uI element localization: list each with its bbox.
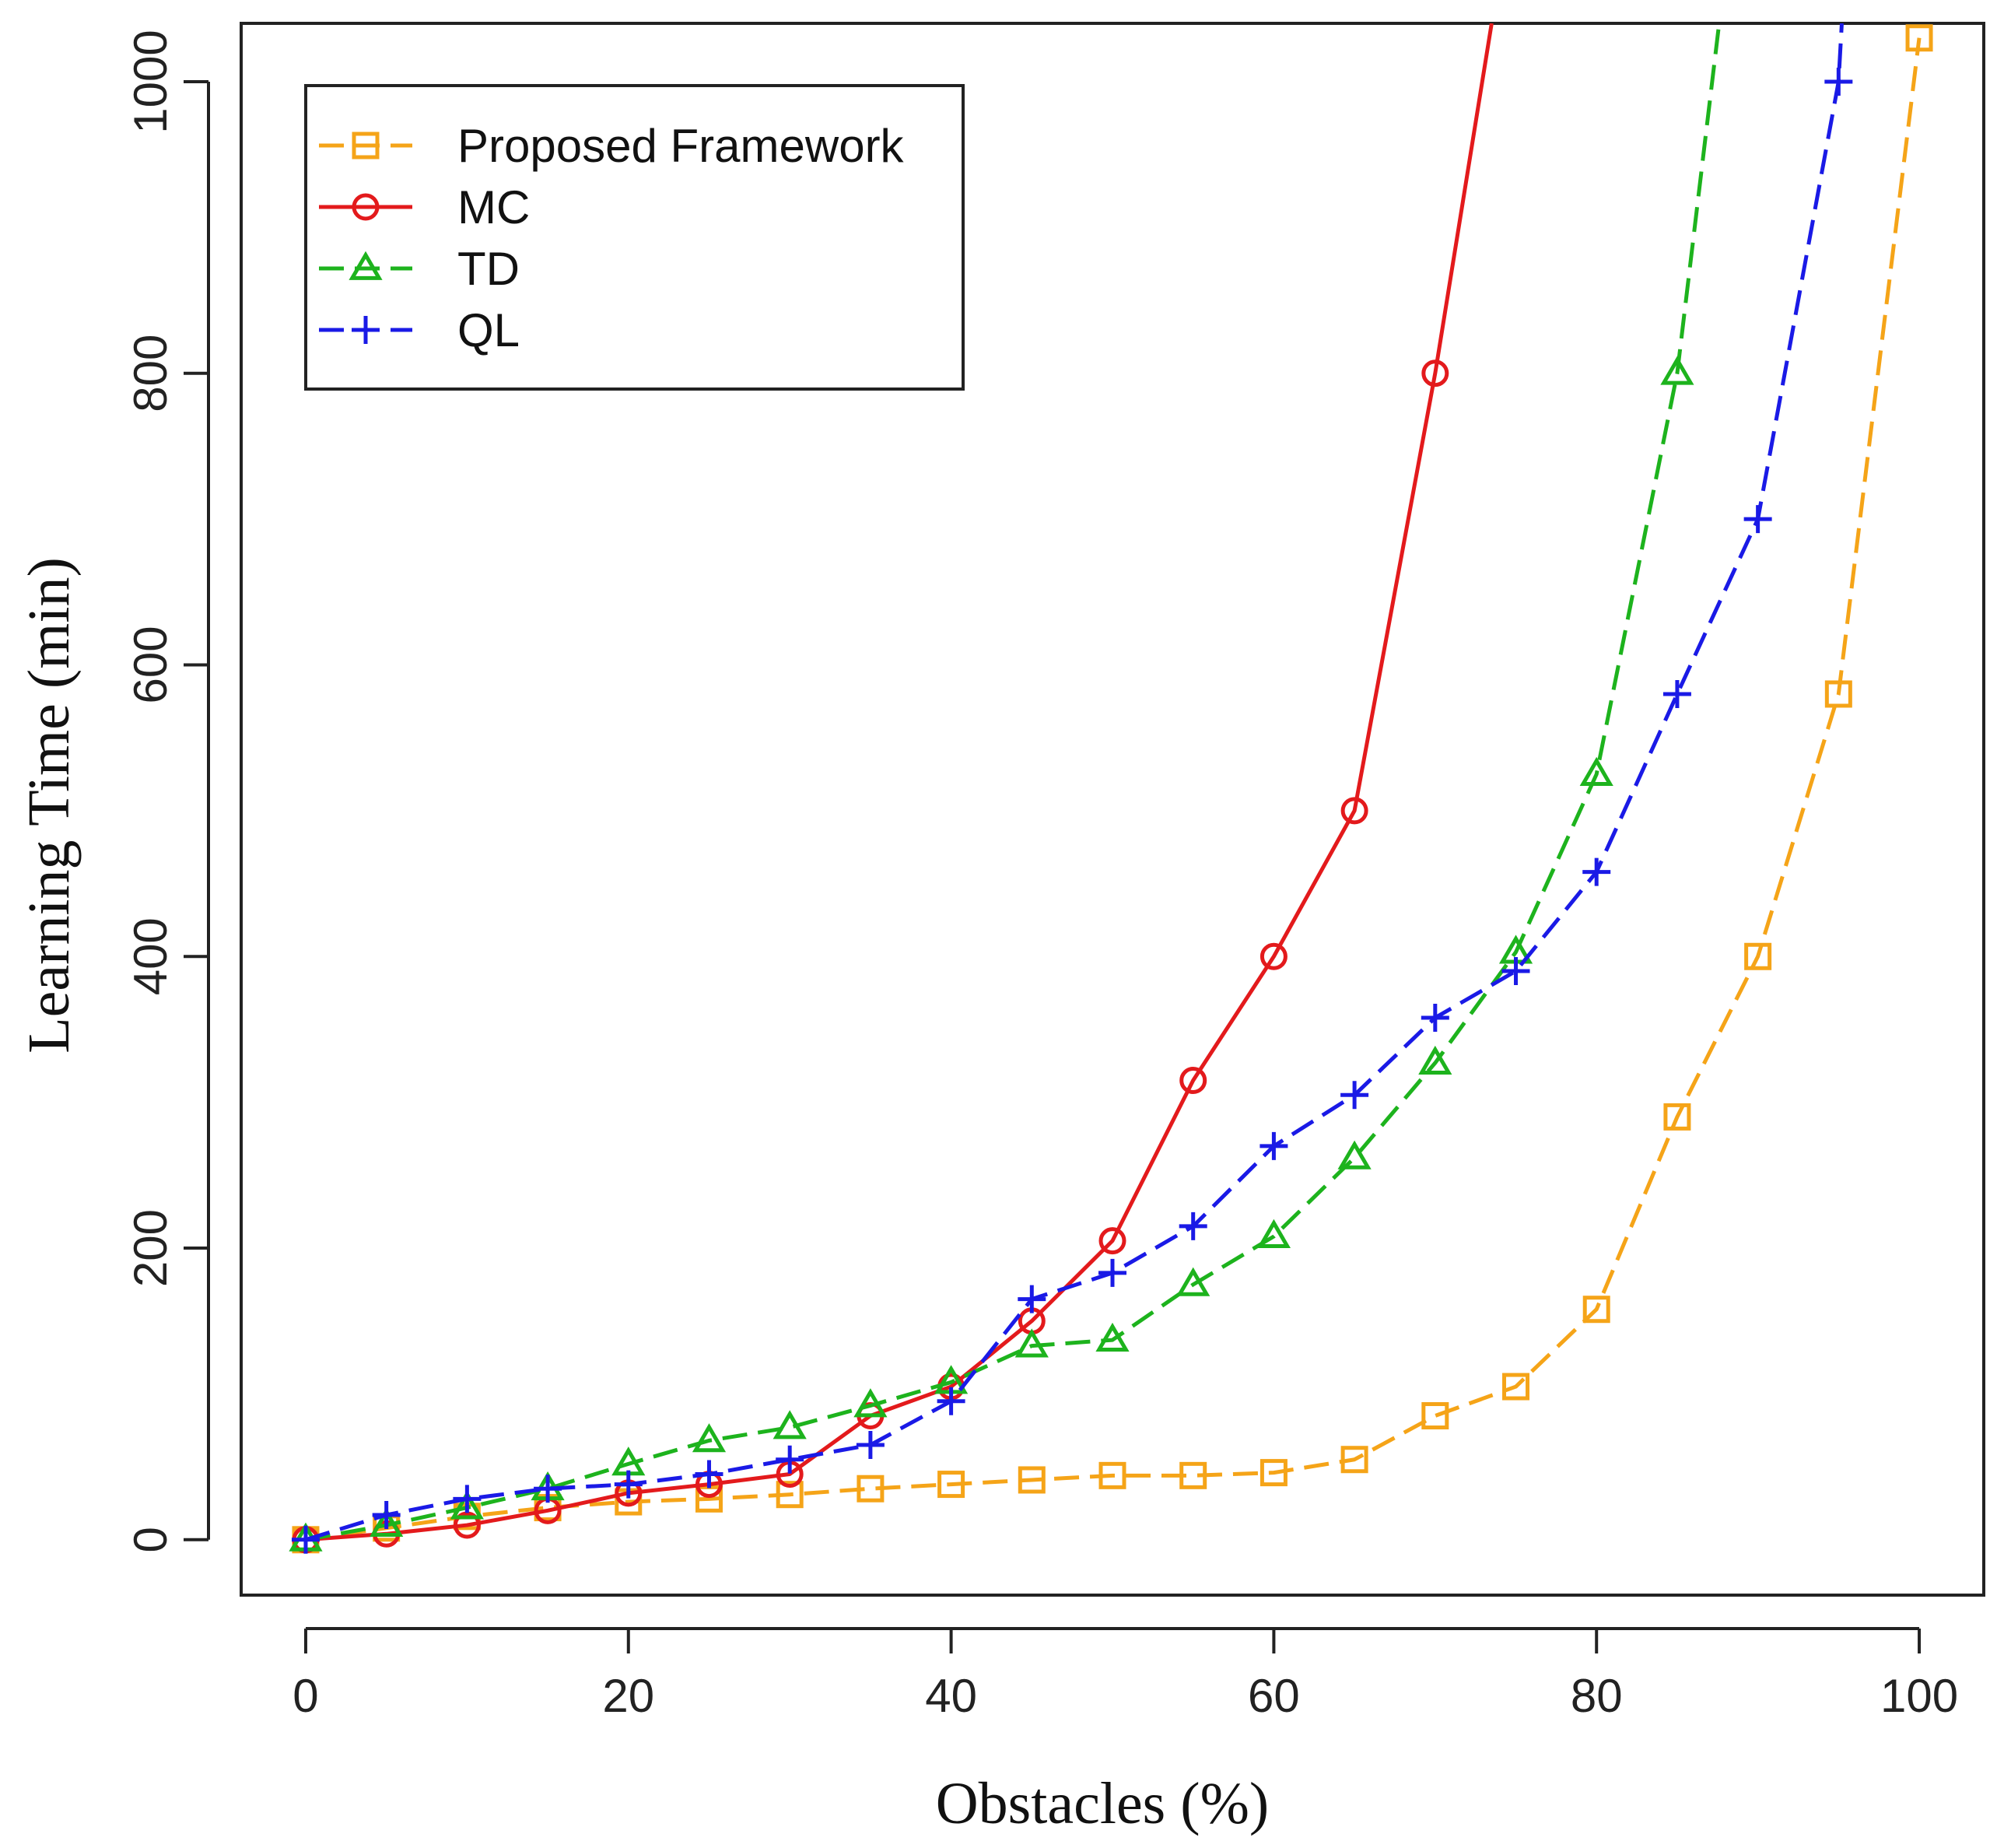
data-point — [1095, 1322, 1130, 1352]
data-point — [856, 1430, 885, 1459]
data-point — [1743, 505, 1772, 534]
data-point — [773, 1410, 807, 1439]
y-axis-title: Learning Time (min) — [16, 557, 82, 1054]
data-point — [1501, 957, 1530, 985]
x-tick-label: 60 — [1248, 1670, 1300, 1722]
series-line — [305, 23, 1722, 1542]
data-point — [1098, 1227, 1126, 1255]
data-point — [1744, 942, 1772, 970]
legend-box — [304, 84, 965, 391]
x-tick-label: 80 — [1571, 1670, 1623, 1722]
data-point — [937, 1471, 965, 1499]
data-point — [450, 1490, 484, 1520]
legend-label: QL — [457, 304, 520, 356]
x-axis-title: Obstacles (%) — [936, 1771, 1269, 1836]
data-point — [1098, 1258, 1126, 1287]
data-point — [614, 1470, 643, 1499]
legend-label: TD — [457, 243, 520, 295]
data-point — [1421, 1003, 1449, 1032]
legend-marker — [352, 316, 380, 344]
data-point — [1502, 1373, 1530, 1401]
data-point — [1340, 797, 1368, 825]
data-point — [1098, 1461, 1126, 1489]
x-tick-label: 100 — [1880, 1670, 1958, 1722]
series-line — [305, 23, 1494, 1542]
data-point — [1421, 359, 1449, 387]
data-point — [857, 1475, 885, 1503]
data-point — [1018, 1466, 1046, 1494]
y-tick-label: 200 — [124, 1209, 177, 1287]
data-point — [1824, 680, 1852, 708]
data-point — [1582, 857, 1611, 886]
data-point — [453, 1511, 481, 1539]
x-tick-label: 0 — [293, 1670, 318, 1722]
data-point — [1179, 1212, 1207, 1240]
series-ql — [291, 23, 1853, 1554]
data-point — [776, 1445, 804, 1474]
data-point — [1582, 1296, 1610, 1324]
data-point — [453, 1485, 482, 1513]
legend-label: MC — [457, 181, 530, 233]
data-point — [291, 1525, 320, 1554]
data-point — [1418, 1045, 1452, 1075]
data-point — [695, 1460, 723, 1489]
data-point — [1824, 67, 1853, 96]
data-point — [1662, 679, 1691, 708]
data-point — [1176, 1267, 1210, 1296]
data-point — [1660, 356, 1694, 385]
data-point — [1340, 1446, 1368, 1474]
y-tick-label: 800 — [124, 335, 177, 412]
data-point — [1340, 1081, 1369, 1110]
y-tick-label: 400 — [124, 917, 177, 995]
data-point — [370, 1507, 404, 1537]
data-point — [853, 1388, 888, 1418]
data-point — [1579, 756, 1613, 786]
legend-marker — [349, 251, 383, 280]
x-axis: 0 20 40 60 80 100 — [293, 1627, 1958, 1722]
y-tick-label: 0 — [124, 1527, 177, 1552]
y-axis: 0 200 400 600 800 1000 — [124, 30, 210, 1552]
data-point — [372, 1500, 401, 1529]
x-tick-label: 40 — [925, 1670, 977, 1722]
data-point — [1663, 1103, 1691, 1131]
data-point — [1018, 1285, 1046, 1313]
data-point — [937, 1387, 965, 1415]
data-point — [776, 1481, 804, 1509]
data-point — [534, 1475, 562, 1503]
data-point — [1260, 1131, 1288, 1160]
data-point — [1337, 1140, 1372, 1169]
legend-marker — [352, 193, 380, 221]
data-point — [1260, 942, 1288, 970]
data-point — [1905, 24, 1933, 52]
legend-marker — [352, 131, 380, 160]
data-point — [692, 1423, 727, 1453]
data-point — [1260, 1459, 1288, 1487]
y-tick-label: 600 — [124, 626, 177, 703]
series-layer — [289, 23, 1933, 1554]
data-point — [1421, 1402, 1449, 1430]
data-point — [1256, 1219, 1291, 1248]
x-tick-label: 20 — [602, 1670, 654, 1722]
data-point — [1179, 1461, 1207, 1489]
data-point — [1179, 1067, 1207, 1095]
legend: Proposed Framework MC TD QL — [304, 84, 965, 391]
legend-label: Proposed Framework — [457, 120, 905, 172]
y-tick-label: 1000 — [124, 30, 177, 133]
data-point — [1014, 1328, 1049, 1358]
plot-frame — [240, 22, 1985, 1597]
